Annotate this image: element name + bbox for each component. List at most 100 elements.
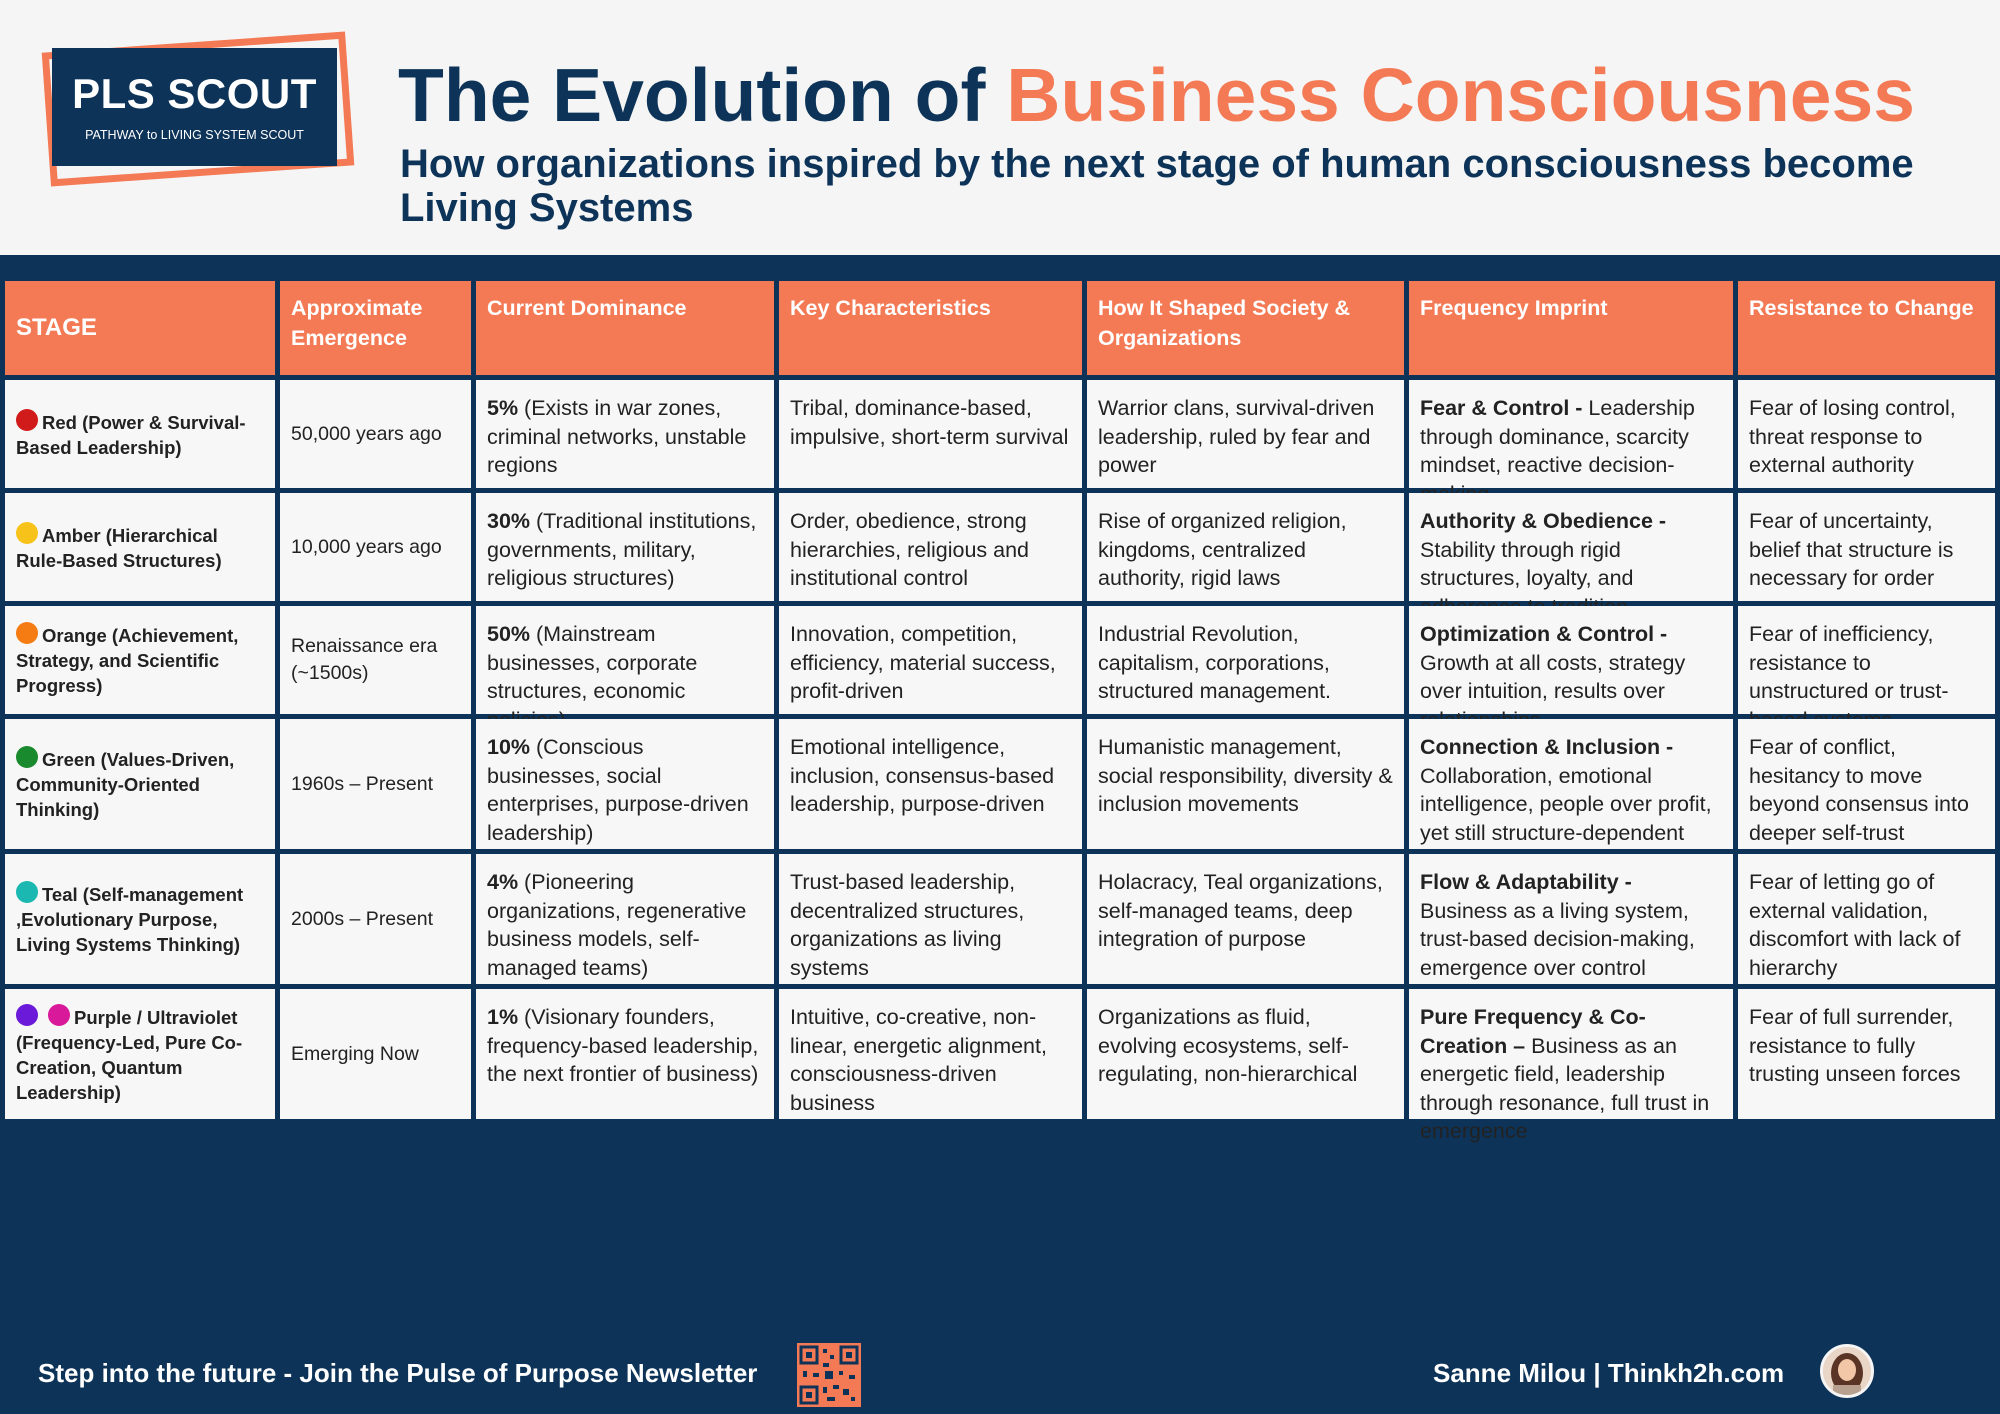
page-title: The Evolution of Business Consciousness bbox=[398, 52, 1915, 138]
emergence-value: 2000s – Present bbox=[291, 907, 434, 930]
stage-label: Teal (Self-management ,Evolutionary Purp… bbox=[16, 881, 264, 957]
frequency-cell: Pure Frequency & Co-Creation – Business … bbox=[1409, 989, 1733, 1143]
header-dominance: Current Dominance bbox=[476, 281, 774, 375]
stage-name: Green (Values-Driven, Community-Oriented… bbox=[16, 749, 235, 820]
dominance-percent: 4% bbox=[487, 870, 519, 894]
qr-code-icon[interactable] bbox=[797, 1343, 861, 1407]
society-text: Holacracy, Teal organizations, self-mana… bbox=[1098, 870, 1383, 951]
stage-name: Amber (Hierarchical Rule-Based Structure… bbox=[16, 524, 222, 571]
resistance-cell: Fear of conflict, hesitancy to move beyo… bbox=[1738, 719, 1995, 849]
emergence-cell: 2000s – Present bbox=[280, 854, 471, 984]
emergence-cell: 1960s – Present bbox=[280, 719, 471, 849]
dominance-description: (Visionary founders, frequency-based lea… bbox=[487, 1005, 759, 1086]
author-avatar bbox=[1820, 1344, 1874, 1398]
author-credit[interactable]: Sanne Milou | Thinkh2h.com bbox=[1433, 1358, 1785, 1388]
header: PLS SCOUT PATHWAY to LIVING SYSTEM SCOUT… bbox=[0, 0, 2000, 255]
emergence-cell: 10,000 years ago bbox=[280, 493, 471, 601]
stage-cell: Orange (Achievement, Strategy, and Scien… bbox=[5, 606, 275, 714]
stage-cell: Purple / Ultraviolet (Frequency-Led, Pur… bbox=[5, 989, 275, 1119]
frequency-cell: Connection & Inclusion - Collaboration, … bbox=[1409, 719, 1733, 849]
resistance-text: Fear of losing control, threat response … bbox=[1749, 396, 1956, 477]
society-text: Industrial Revolution, capitalism, corpo… bbox=[1098, 622, 1332, 703]
dominance-cell: 30% (Traditional institutions, governmen… bbox=[476, 493, 774, 601]
logo-box: PLS SCOUT PATHWAY to LIVING SYSTEM SCOUT bbox=[52, 48, 337, 166]
stage-color-dot-icon bbox=[16, 408, 38, 431]
stage-cell: Red (Power & Survival-Based Leadership) bbox=[5, 380, 275, 488]
emergence-value: Renaissance era (~1500s) bbox=[291, 635, 438, 684]
dominance-cell: 50% (Mainstream businesses, corporate st… bbox=[476, 606, 774, 732]
stage-label: Amber (Hierarchical Rule-Based Structure… bbox=[16, 521, 264, 573]
stage-color-dot-icon bbox=[48, 1003, 70, 1026]
stage-label: Purple / Ultraviolet (Frequency-Led, Pur… bbox=[16, 1003, 264, 1105]
header-stage: STAGE bbox=[5, 281, 275, 375]
frequency-text: Collaboration, emotional intelligence, p… bbox=[1420, 763, 1712, 845]
stage-color-dot-icon bbox=[16, 1003, 38, 1026]
resistance-cell: Fear of inefficiency, resistance to unst… bbox=[1738, 606, 1995, 732]
frequency-title: Authority & Obedience - bbox=[1420, 509, 1667, 533]
stage-label: Green (Values-Driven, Community-Oriented… bbox=[16, 746, 264, 822]
table-row: Orange (Achievement, Strategy, and Scien… bbox=[0, 606, 2000, 732]
frequency-title: Flow & Adaptability - bbox=[1420, 870, 1632, 894]
table-row: Teal (Self-management ,Evolutionary Purp… bbox=[0, 854, 2000, 984]
header-society: How It Shaped Society & Organizations bbox=[1087, 281, 1404, 375]
frequency-cell: Optimization & Control - Growth at all c… bbox=[1409, 606, 1733, 732]
dominance-percent: 5% bbox=[487, 396, 519, 420]
characteristics-text: Order, obedience, strong hierarchies, re… bbox=[790, 509, 1030, 590]
characteristics-cell: Trust-based leadership, decentralized st… bbox=[779, 854, 1082, 984]
frequency-title: Pure Frequency & Co-Creation – bbox=[1420, 1005, 1646, 1058]
frequency-title: Optimization & Control - bbox=[1420, 622, 1668, 646]
resistance-cell: Fear of full surrender, resistance to fu… bbox=[1738, 989, 1995, 1119]
emergence-value: 50,000 years ago bbox=[291, 422, 442, 445]
characteristics-cell: Innovation, competition, efficiency, mat… bbox=[779, 606, 1082, 714]
emergence-value: 1960s – Present bbox=[291, 772, 434, 795]
society-text: Humanistic management, social responsibi… bbox=[1098, 735, 1393, 816]
table-row: Purple / Ultraviolet (Frequency-Led, Pur… bbox=[0, 989, 2000, 1143]
dominance-description: (Pioneering organizations, regenerative … bbox=[487, 870, 747, 980]
frequency-text: Business as an energetic field, leadersh… bbox=[1420, 1033, 1710, 1144]
society-cell: Rise of organized religion, kingdoms, ce… bbox=[1087, 493, 1404, 601]
resistance-text: Fear of inefficiency, resistance to unst… bbox=[1749, 622, 1949, 732]
header-frequency: Frequency Imprint bbox=[1409, 281, 1733, 375]
emergence-value: 10,000 years ago bbox=[291, 535, 442, 558]
page-subtitle: How organizations inspired by the next s… bbox=[400, 142, 1914, 230]
title-part2: Business Consciousness bbox=[1006, 53, 1915, 137]
header-characteristics: Key Characteristics bbox=[779, 281, 1082, 375]
characteristics-text: Intuitive, co-creative, non-linear, ener… bbox=[790, 1005, 1047, 1115]
table-frame: STAGE Approximate Emergence Current Domi… bbox=[0, 255, 2000, 1332]
characteristics-text: Trust-based leadership, decentralized st… bbox=[790, 870, 1025, 980]
dominance-description: (Traditional institutions, governments, … bbox=[487, 509, 757, 590]
resistance-cell: Fear of losing control, threat response … bbox=[1738, 380, 1995, 488]
dominance-cell: 1% (Visionary founders, frequency-based … bbox=[476, 989, 774, 1119]
society-text: Warrior clans, survival-driven leadershi… bbox=[1098, 396, 1375, 477]
characteristics-text: Tribal, dominance-based, impulsive, shor… bbox=[790, 396, 1069, 449]
header-emergence: Approximate Emergence bbox=[280, 281, 471, 375]
society-cell: Humanistic management, social responsibi… bbox=[1087, 719, 1404, 849]
logo[interactable]: PLS SCOUT PATHWAY to LIVING SYSTEM SCOUT bbox=[40, 20, 355, 200]
emergence-value: Emerging Now bbox=[291, 1042, 419, 1065]
society-cell: Warrior clans, survival-driven leadershi… bbox=[1087, 380, 1404, 488]
dominance-percent: 50% bbox=[487, 622, 531, 646]
characteristics-cell: Order, obedience, strong hierarchies, re… bbox=[779, 493, 1082, 601]
characteristics-cell: Intuitive, co-creative, non-linear, ener… bbox=[779, 989, 1082, 1119]
society-cell: Holacracy, Teal organizations, self-mana… bbox=[1087, 854, 1404, 984]
stage-name: Orange (Achievement, Strategy, and Scien… bbox=[16, 625, 239, 696]
characteristics-text: Innovation, competition, efficiency, mat… bbox=[790, 622, 1056, 703]
logo-subtitle: PATHWAY to LIVING SYSTEM SCOUT bbox=[85, 128, 304, 142]
stage-cell: Teal (Self-management ,Evolutionary Purp… bbox=[5, 854, 275, 984]
newsletter-cta[interactable]: Step into the future - Join the Pulse of… bbox=[38, 1358, 758, 1388]
frequency-title: Fear & Control - bbox=[1420, 396, 1589, 420]
stage-name: Teal (Self-management ,Evolutionary Purp… bbox=[16, 884, 244, 955]
frequency-cell: Authority & Obedience - Stability throug… bbox=[1409, 493, 1733, 619]
dominance-percent: 1% bbox=[487, 1005, 519, 1029]
emergence-cell: 50,000 years ago bbox=[280, 380, 471, 488]
stage-label: Orange (Achievement, Strategy, and Scien… bbox=[16, 622, 264, 698]
resistance-text: Fear of letting go of external validatio… bbox=[1749, 870, 1961, 980]
resistance-cell: Fear of uncertainty, belief that structu… bbox=[1738, 493, 1995, 601]
stage-color-dot-icon bbox=[16, 622, 38, 644]
frequency-cell: Flow & Adaptability - Business as a livi… bbox=[1409, 854, 1733, 984]
dominance-cell: 5% (Exists in war zones, criminal networ… bbox=[476, 380, 774, 488]
table-row: Amber (Hierarchical Rule-Based Structure… bbox=[0, 493, 2000, 619]
frequency-text: Leadership through dominance, scarcity m… bbox=[1420, 396, 1695, 506]
dominance-percent: 30% bbox=[487, 509, 531, 533]
footer: Step into the future - Join the Pulse of… bbox=[0, 1332, 2000, 1414]
